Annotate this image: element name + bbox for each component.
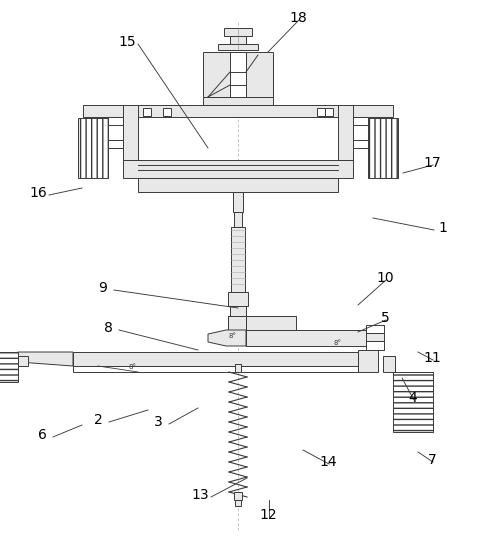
- Text: 8°: 8°: [129, 364, 137, 370]
- Bar: [123, 105, 138, 160]
- Bar: [366, 333, 384, 341]
- Text: 7: 7: [428, 453, 436, 467]
- Bar: [163, 108, 171, 116]
- Text: 14: 14: [319, 455, 337, 469]
- Text: 6: 6: [37, 428, 46, 442]
- Bar: [73, 352, 358, 366]
- Bar: [325, 108, 333, 116]
- Text: 18: 18: [289, 11, 307, 25]
- Text: 12: 12: [259, 508, 277, 522]
- Polygon shape: [208, 330, 246, 346]
- Text: 3: 3: [154, 415, 162, 429]
- Bar: [235, 364, 241, 372]
- Text: 17: 17: [423, 156, 441, 170]
- Text: 13: 13: [191, 488, 209, 502]
- Polygon shape: [18, 352, 73, 366]
- Bar: [317, 108, 325, 116]
- Bar: [108, 140, 123, 148]
- Polygon shape: [228, 316, 293, 340]
- Bar: [138, 178, 338, 192]
- Bar: [78, 118, 108, 178]
- Bar: [73, 366, 358, 372]
- Bar: [203, 52, 273, 97]
- Bar: [368, 118, 398, 178]
- Bar: [230, 306, 246, 316]
- Bar: [0, 352, 18, 382]
- Bar: [366, 325, 384, 350]
- Text: 1: 1: [439, 221, 447, 235]
- Text: 16: 16: [29, 186, 47, 200]
- Bar: [338, 105, 353, 160]
- Text: 5: 5: [381, 311, 389, 325]
- Text: 15: 15: [118, 35, 136, 49]
- Text: 4: 4: [409, 391, 417, 405]
- Bar: [230, 36, 246, 44]
- Bar: [218, 44, 258, 50]
- Bar: [83, 105, 393, 117]
- Bar: [353, 117, 368, 125]
- Bar: [224, 28, 252, 36]
- Bar: [203, 97, 273, 105]
- Bar: [246, 330, 366, 346]
- Text: 8°: 8°: [229, 333, 237, 339]
- Bar: [246, 316, 296, 330]
- Text: 8: 8: [103, 321, 113, 335]
- Bar: [353, 140, 368, 148]
- Bar: [234, 212, 242, 227]
- Text: 11: 11: [423, 351, 441, 365]
- Bar: [393, 372, 433, 432]
- Text: 9: 9: [99, 281, 107, 295]
- Bar: [230, 52, 246, 97]
- Bar: [143, 108, 151, 116]
- Polygon shape: [228, 316, 246, 330]
- Bar: [234, 492, 242, 500]
- Text: 2: 2: [93, 413, 103, 427]
- Bar: [383, 356, 395, 372]
- Bar: [235, 500, 241, 506]
- Bar: [108, 117, 123, 125]
- Bar: [233, 192, 243, 212]
- Text: 8°: 8°: [334, 340, 342, 346]
- Bar: [18, 356, 28, 366]
- Bar: [358, 350, 378, 372]
- Bar: [231, 227, 245, 292]
- Text: 10: 10: [376, 271, 394, 285]
- Bar: [123, 160, 353, 178]
- Bar: [228, 292, 248, 306]
